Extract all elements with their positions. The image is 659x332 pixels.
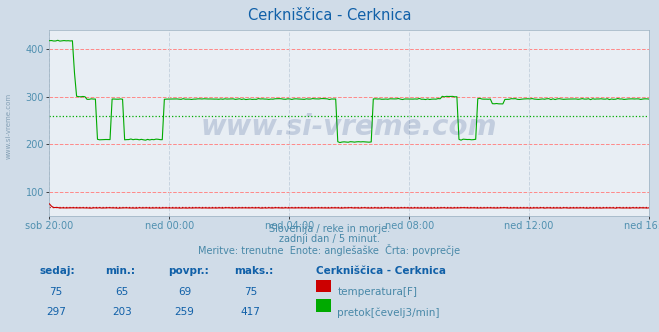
Text: Meritve: trenutne  Enote: anglešaške  Črta: povprečje: Meritve: trenutne Enote: anglešaške Črta… [198,244,461,256]
Text: 259: 259 [175,307,194,317]
Text: 69: 69 [178,287,191,297]
Text: Cerkniščica - Cerknica: Cerkniščica - Cerknica [248,8,411,23]
Text: min.:: min.: [105,266,136,276]
Text: Cerkniščica - Cerknica: Cerkniščica - Cerknica [316,266,446,276]
Text: 65: 65 [115,287,129,297]
Text: 297: 297 [46,307,66,317]
Text: povpr.:: povpr.: [168,266,209,276]
Text: 203: 203 [112,307,132,317]
Text: zadnji dan / 5 minut.: zadnji dan / 5 minut. [279,234,380,244]
Text: sedaj:: sedaj: [40,266,75,276]
Text: 417: 417 [241,307,260,317]
Text: 75: 75 [49,287,63,297]
Text: www.si-vreme.com: www.si-vreme.com [201,113,498,140]
Text: 75: 75 [244,287,257,297]
Text: www.si-vreme.com: www.si-vreme.com [5,93,12,159]
Text: temperatura[F]: temperatura[F] [337,287,417,297]
Text: maks.:: maks.: [234,266,273,276]
Text: Slovenija / reke in morje.: Slovenija / reke in morje. [269,224,390,234]
Text: pretok[čevelj3/min]: pretok[čevelj3/min] [337,307,440,318]
